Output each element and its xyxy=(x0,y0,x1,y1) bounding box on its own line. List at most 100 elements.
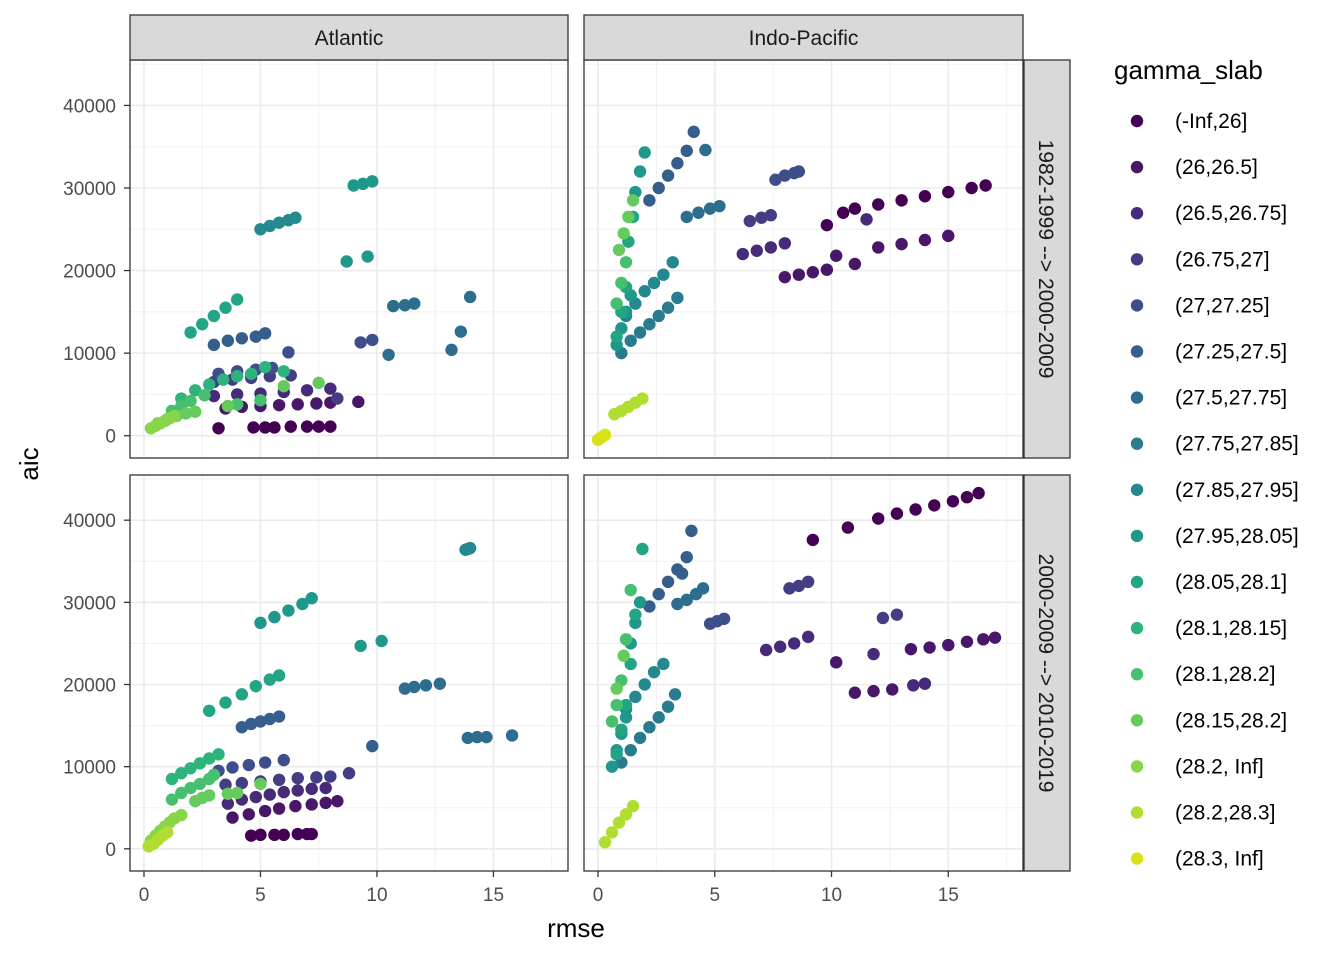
data-point xyxy=(244,829,258,842)
facet-label-column: Atlantic xyxy=(315,27,384,50)
data-point xyxy=(219,696,232,709)
data-point xyxy=(605,715,619,728)
data-point xyxy=(988,631,1002,644)
facet-strips: Atlantic Indo-Pacific 1982-1999 --> 2000-2… xyxy=(129,14,1071,872)
data-point xyxy=(258,804,272,818)
facet-label-row: 2000-2009 --> 2010-2019 xyxy=(1034,554,1057,793)
data-point xyxy=(242,758,256,772)
data-point xyxy=(221,334,235,347)
x-axis-title: rmse xyxy=(547,913,605,943)
data-point xyxy=(633,731,647,745)
data-point xyxy=(886,683,899,696)
data-point xyxy=(661,169,675,182)
data-point xyxy=(612,816,626,829)
data-point xyxy=(398,682,412,695)
data-point xyxy=(277,785,290,799)
data-point xyxy=(743,214,756,228)
data-point xyxy=(736,247,749,261)
data-point xyxy=(820,263,834,276)
data-point xyxy=(638,678,651,691)
y-tick-label: 10000 xyxy=(63,758,116,779)
data-point xyxy=(235,776,249,790)
data-point xyxy=(300,420,314,433)
data-point xyxy=(643,721,656,734)
data-point xyxy=(638,146,651,159)
data-point xyxy=(636,542,649,556)
data-point xyxy=(235,332,249,345)
data-point xyxy=(198,389,211,402)
data-point xyxy=(310,771,323,784)
legend-key xyxy=(1130,575,1144,589)
data-point xyxy=(624,334,637,347)
data-point xyxy=(207,309,221,323)
data-point xyxy=(890,608,904,621)
data-point xyxy=(904,642,918,656)
data-point xyxy=(463,290,477,304)
data-point xyxy=(755,211,768,224)
data-point xyxy=(310,397,323,410)
data-point xyxy=(778,270,792,284)
legend-key xyxy=(1130,114,1144,128)
data-point xyxy=(617,649,630,662)
data-point xyxy=(291,771,304,785)
data-point xyxy=(699,143,712,157)
data-point xyxy=(480,730,493,744)
data-point xyxy=(895,194,908,207)
data-point xyxy=(319,781,332,795)
data-point xyxy=(175,767,188,780)
data-point xyxy=(661,575,675,589)
legend-label: (26.75,27] xyxy=(1175,248,1270,271)
legend-label: (28.2, Inf] xyxy=(1175,755,1264,778)
data-point xyxy=(872,512,885,525)
data-point xyxy=(247,421,260,434)
legend-label: (28.1,28.2] xyxy=(1175,663,1275,686)
data-point xyxy=(235,688,249,701)
data-point xyxy=(960,635,974,648)
data-point xyxy=(666,256,679,269)
data-point xyxy=(773,640,787,653)
data-point xyxy=(226,761,239,774)
data-point xyxy=(305,782,318,796)
data-point xyxy=(272,773,286,787)
data-point xyxy=(806,533,820,547)
data-point xyxy=(454,325,468,338)
data-point xyxy=(960,490,974,504)
data-point xyxy=(685,524,698,538)
legend-key xyxy=(1130,483,1144,496)
data-point xyxy=(792,165,806,178)
data-point xyxy=(189,384,202,397)
y-tick-label: 0 xyxy=(105,427,116,448)
data-point xyxy=(876,611,890,625)
data-point xyxy=(598,836,612,849)
data-point xyxy=(612,243,626,257)
data-point xyxy=(312,376,325,390)
data-point xyxy=(820,218,834,232)
data-point xyxy=(268,828,281,842)
data-point xyxy=(680,593,693,607)
legend-label: (28.05,28.1] xyxy=(1175,571,1287,594)
panel-atlantic-row-2 xyxy=(129,474,569,872)
facet-strip-column xyxy=(583,14,1024,61)
data-point xyxy=(713,199,726,213)
data-point xyxy=(671,157,684,170)
data-point xyxy=(867,684,880,698)
data-point xyxy=(652,181,665,195)
data-point xyxy=(629,690,642,704)
data-point xyxy=(230,388,244,401)
data-point xyxy=(249,679,263,693)
data-point xyxy=(258,360,272,374)
data-point xyxy=(778,237,792,250)
data-point xyxy=(624,744,637,757)
facet-strip-column xyxy=(129,14,569,61)
data-point xyxy=(193,777,207,791)
y-tick-label: 20000 xyxy=(63,262,116,283)
data-point xyxy=(643,194,656,207)
data-point xyxy=(242,808,256,821)
data-point xyxy=(668,688,682,701)
y-axis-title: aic xyxy=(14,447,44,480)
data-point xyxy=(284,420,297,433)
panel-border xyxy=(583,474,1024,872)
data-point xyxy=(629,608,642,621)
legend-key xyxy=(1130,760,1144,773)
data-point xyxy=(361,250,374,263)
